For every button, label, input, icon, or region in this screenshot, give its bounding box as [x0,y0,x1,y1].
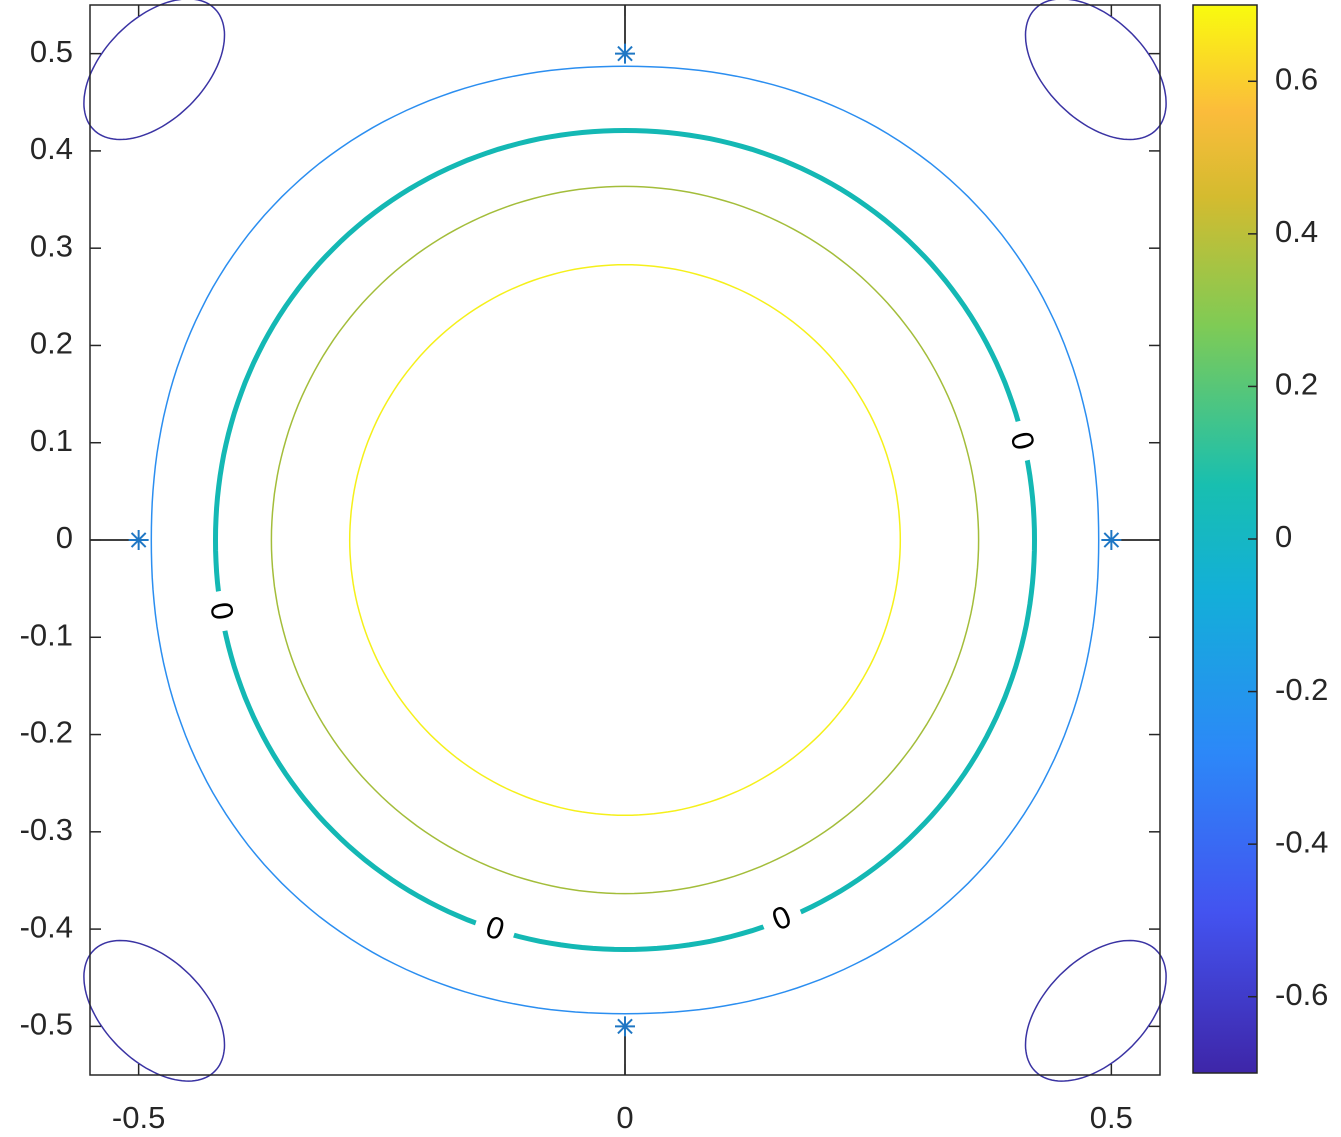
point-marker [1101,530,1122,550]
point-marker [615,1016,635,1037]
point-marker [128,530,149,550]
contour-label-group: 0 [200,588,243,634]
contour-line [212,127,1038,953]
contour-line [150,65,1100,1015]
y-tick-label: -0.1 [20,617,73,652]
x-tick-label: 0.5 [1090,1100,1133,1135]
y-tick-label: 0.3 [30,228,73,263]
y-tick-label: 0.5 [30,34,73,69]
contour-label-gap [1000,417,1045,465]
y-tick-label: -0.5 [20,1007,73,1042]
y-tick-label: -0.4 [20,909,73,944]
x-tick-label: -0.5 [112,1100,165,1135]
x-tick-label: 0 [616,1100,633,1135]
y-tick-label: 0 [56,520,73,555]
contour-label: 0 [203,600,240,623]
colorbar [1192,4,1258,1074]
contour-line [1024,0,1167,141]
point-stroke [617,45,633,62]
contour-label-gap [470,904,520,952]
y-tick-label: -0.2 [20,715,73,750]
colorbar-tick-label: 0.6 [1275,61,1318,96]
y-tick-label: 0.2 [30,326,73,361]
contour-label-gap [756,894,808,943]
colorbar-tick-label: 0 [1275,519,1292,554]
y-tick-label: -0.3 [20,812,73,847]
plot-area [90,5,1160,1075]
contour-line [1024,939,1167,1082]
y-tick-label: 0.4 [30,131,73,166]
contour-label-group: 0 [1000,417,1045,465]
point-stroke [617,1018,633,1035]
colorbar-tick-label: -0.4 [1275,824,1328,859]
point-marker [615,43,635,64]
contour-line [270,185,980,895]
contour-label-gap [200,588,243,634]
contour-label-group: 0 [470,904,520,952]
y-tick-label: 0.1 [30,423,73,458]
colorbar-tick-label: 0.4 [1275,214,1318,249]
contour-label-group: 0 [756,894,808,943]
contour-line [348,263,902,817]
colorbar-tick-label: -0.6 [1275,977,1328,1012]
colorbar-tick-label: -0.2 [1275,672,1328,707]
colorbar-tick-label: 0.2 [1275,367,1318,402]
point-stroke [1103,532,1120,548]
point-stroke [130,532,147,548]
contour-line [83,0,226,141]
contour-line [83,939,226,1082]
